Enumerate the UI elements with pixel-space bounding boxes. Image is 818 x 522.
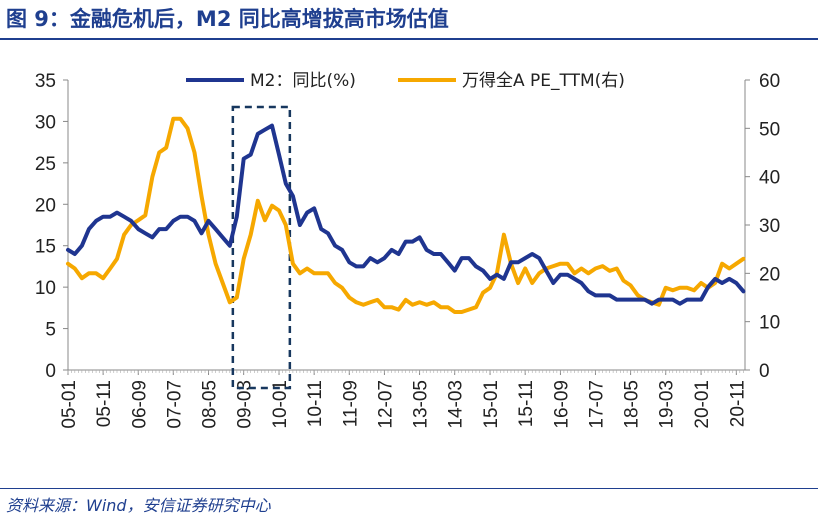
x-tick-label: 06-09 xyxy=(129,380,150,429)
left-tick-label: 20 xyxy=(35,195,56,216)
x-tick-label: 15-11 xyxy=(516,380,537,427)
x-tick-label: 07-07 xyxy=(164,380,185,429)
x-tick-label: 05-01 xyxy=(59,380,80,429)
x-tick-label: 14-03 xyxy=(446,380,467,429)
legend-label-m2: M2：同比(%) xyxy=(250,71,356,91)
right-tick-label: 60 xyxy=(759,71,780,92)
x-tick-label: 11-09 xyxy=(340,380,361,427)
title-rule xyxy=(0,38,818,40)
left-tick-label: 30 xyxy=(35,112,56,133)
x-tick-label: 19-03 xyxy=(657,380,678,429)
x-tick-label: 10-11 xyxy=(305,380,326,427)
source-note: 资料来源：Wind，安信证券研究中心 xyxy=(6,496,271,515)
highlight-box-layer xyxy=(231,105,292,390)
x-tick-label: 10-01 xyxy=(270,380,291,429)
x-tick-label: 15-01 xyxy=(481,380,502,429)
axes: 0 5 10 15 20 25 30 35 0 10 20 30 40 50 60 05-01 05-11 06-… xyxy=(35,71,780,429)
footer-rule xyxy=(0,488,818,489)
right-tick-label: 0 xyxy=(759,361,770,382)
right-tick-label: 10 xyxy=(759,313,780,334)
legend: M2：同比(%) 万得全A PE_TTM(右) xyxy=(186,71,625,91)
left-tick-label: 25 xyxy=(35,154,56,175)
left-tick-label: 35 xyxy=(35,71,56,92)
left-tick-label: 5 xyxy=(45,320,56,341)
right-tick-label: 40 xyxy=(759,168,780,189)
x-tick-label: 09-03 xyxy=(235,380,256,429)
x-tick-label: 05-11 xyxy=(94,380,115,427)
series-layer xyxy=(66,116,746,314)
left-tick-label: 15 xyxy=(35,237,56,258)
highlight-box xyxy=(231,105,292,390)
x-tick-label: 20-01 xyxy=(692,380,713,429)
legend-label-pe: 万得全A PE_TTM(右) xyxy=(462,71,625,91)
x-tick-label: 08-05 xyxy=(200,380,221,429)
m2-yoy-line xyxy=(66,123,746,306)
left-tick-label: 10 xyxy=(35,278,56,299)
x-tick-label: 20-11 xyxy=(727,380,748,427)
wind-a-pe-ttm-line xyxy=(66,116,746,314)
x-tick-label: 16-09 xyxy=(551,380,572,429)
right-tick-label: 20 xyxy=(759,264,780,285)
figure-title: 图 9：金融危机后，M2 同比高增拔高市场估值 xyxy=(6,7,449,31)
line-chart: 0 5 10 15 20 25 30 35 0 10 20 30 40 50 60 05-01 05-11 06-… xyxy=(35,71,780,429)
x-tick-label: 12-07 xyxy=(375,380,396,429)
x-tick-label: 17-07 xyxy=(586,380,607,429)
x-tick-label: 13-05 xyxy=(411,380,432,429)
right-tick-label: 30 xyxy=(759,216,780,237)
right-tick-label: 50 xyxy=(759,119,780,140)
left-tick-label: 0 xyxy=(45,361,56,382)
x-tick-label: 18-05 xyxy=(622,380,643,429)
